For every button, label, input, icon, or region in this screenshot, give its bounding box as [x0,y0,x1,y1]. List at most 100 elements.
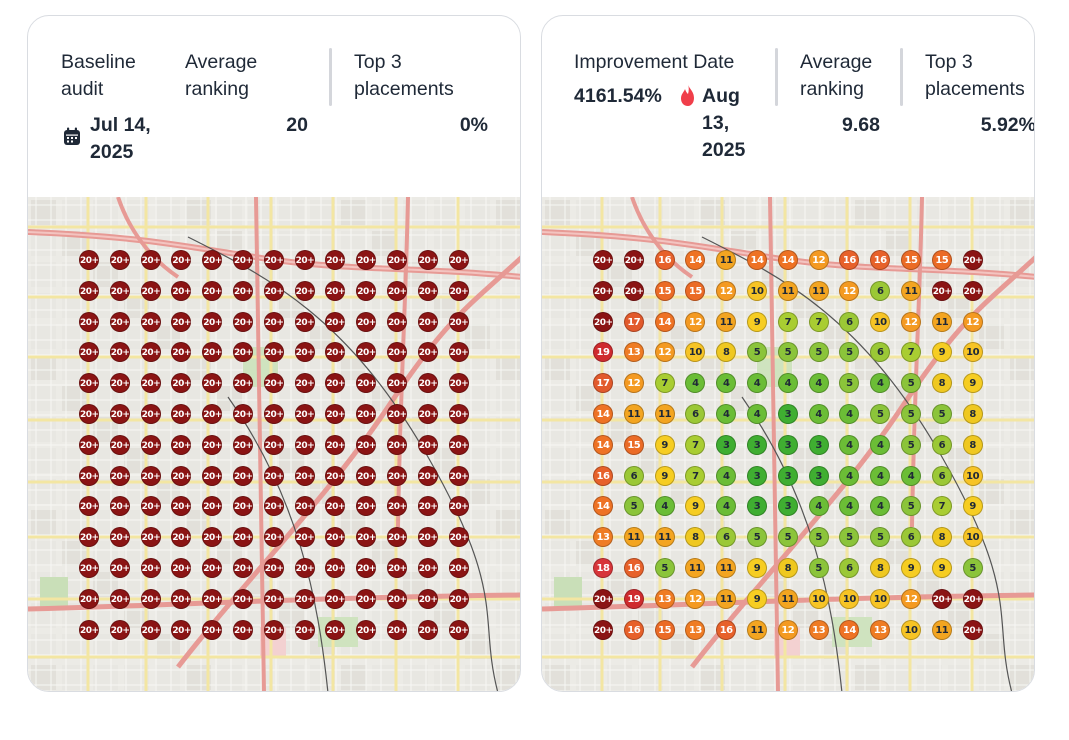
rank-marker[interactable]: 19 [623,588,644,609]
rank-marker[interactable]: 10 [962,465,983,486]
rank-marker[interactable]: 20+ [171,619,191,640]
rank-marker[interactable]: 20+ [202,527,222,548]
rank-marker[interactable]: 20+ [79,250,99,270]
rank-marker[interactable]: 17 [623,311,644,332]
rank-marker[interactable]: 20+ [387,619,407,640]
rank-marker[interactable]: 20+ [109,250,130,270]
rank-marker[interactable]: 20+ [263,619,284,640]
rank-marker[interactable]: 14 [839,619,860,640]
rank-marker[interactable]: 10 [685,342,706,363]
rank-marker[interactable]: 3 [716,434,737,455]
rank-marker[interactable]: 6 [623,465,644,486]
rank-marker[interactable]: 3 [747,496,767,517]
rank-marker[interactable]: 11 [901,280,921,301]
rank-marker[interactable]: 20+ [171,404,191,424]
rank-marker[interactable]: 20+ [448,342,469,363]
rank-marker[interactable]: 15 [654,280,675,301]
rank-marker[interactable]: 12 [716,280,737,301]
rank-marker[interactable]: 7 [931,496,952,517]
rank-marker[interactable]: 20+ [171,342,191,363]
rank-marker[interactable]: 20+ [448,250,469,270]
rank-marker[interactable]: 20+ [202,373,222,394]
rank-marker[interactable]: 20+ [387,311,407,332]
rank-marker[interactable]: 20+ [325,404,345,424]
rank-marker[interactable]: 12 [685,311,706,332]
rank-marker[interactable]: 20+ [356,496,376,517]
rank-marker[interactable]: 20+ [140,558,161,578]
rank-marker[interactable]: 20+ [79,465,99,486]
rank-marker[interactable]: 20+ [417,588,438,609]
rank-marker[interactable]: 9 [747,311,767,332]
rank-marker[interactable]: 18 [593,558,613,578]
rank-marker[interactable]: 20+ [448,434,469,455]
rank-marker[interactable]: 20+ [356,619,376,640]
rank-marker[interactable]: 12 [808,250,829,270]
rank-marker[interactable]: 11 [808,280,829,301]
rank-marker[interactable]: 20+ [448,588,469,609]
rank-marker[interactable]: 20+ [294,527,315,548]
rank-marker[interactable]: 20+ [448,373,469,394]
rank-marker[interactable]: 20+ [202,404,222,424]
rank-marker[interactable]: 13 [870,619,891,640]
rank-marker[interactable]: 20+ [263,280,284,301]
rank-marker[interactable]: 5 [808,342,829,363]
rank-marker[interactable]: 8 [870,558,891,578]
rank-marker[interactable]: 20+ [171,280,191,301]
rank-marker[interactable]: 20+ [294,373,315,394]
rank-marker[interactable]: 9 [747,588,767,609]
rank-marker[interactable]: 20+ [233,496,253,517]
rank-marker[interactable]: 8 [777,558,798,578]
rank-marker[interactable]: 20+ [356,250,376,270]
rank-marker[interactable]: 5 [839,527,860,548]
rank-marker[interactable]: 16 [593,465,613,486]
rank-marker[interactable]: 3 [777,496,798,517]
rank-marker[interactable]: 20+ [387,342,407,363]
rank-marker[interactable]: 20+ [79,619,99,640]
rank-marker[interactable]: 20+ [171,465,191,486]
rank-marker[interactable]: 20+ [356,373,376,394]
rank-marker[interactable]: 20+ [325,465,345,486]
rank-marker[interactable]: 4 [808,373,829,394]
rank-marker[interactable]: 19 [593,342,613,363]
rank-marker[interactable]: 20+ [417,311,438,332]
rank-marker[interactable]: 11 [716,588,737,609]
rank-marker[interactable]: 4 [716,404,737,424]
rank-marker[interactable]: 20+ [931,588,952,609]
rank-marker[interactable]: 13 [623,342,644,363]
rank-marker[interactable]: 6 [901,527,921,548]
rank-marker[interactable]: 20+ [448,558,469,578]
rank-marker[interactable]: 9 [962,496,983,517]
rank-marker[interactable]: 10 [839,588,860,609]
rank-marker[interactable]: 11 [777,280,798,301]
rank-marker[interactable]: 20+ [140,311,161,332]
rank-marker[interactable]: 20+ [294,342,315,363]
rank-marker[interactable]: 20+ [356,527,376,548]
rank-marker[interactable]: 20+ [593,280,613,301]
rank-marker[interactable]: 20+ [623,250,644,270]
rank-marker[interactable]: 20+ [263,588,284,609]
rank-marker[interactable]: 20+ [325,250,345,270]
rank-marker[interactable]: 4 [870,496,891,517]
rank-marker[interactable]: 20+ [202,588,222,609]
rank-marker[interactable]: 20+ [448,527,469,548]
rank-marker[interactable]: 5 [901,404,921,424]
rank-marker[interactable]: 17 [593,373,613,394]
rank-marker[interactable]: 20+ [140,527,161,548]
rank-marker[interactable]: 3 [777,434,798,455]
rank-marker[interactable]: 20+ [109,558,130,578]
rank-marker[interactable]: 20+ [140,496,161,517]
rank-marker[interactable]: 20+ [202,280,222,301]
rank-marker[interactable]: 20+ [448,311,469,332]
rank-marker[interactable]: 7 [685,434,706,455]
rank-marker[interactable]: 12 [777,619,798,640]
rank-marker[interactable]: 10 [870,588,891,609]
rank-marker[interactable]: 20+ [140,373,161,394]
rank-marker[interactable]: 8 [716,342,737,363]
rank-marker[interactable]: 6 [870,342,891,363]
rank-marker[interactable]: 20+ [79,373,99,394]
rank-marker[interactable]: 20+ [171,558,191,578]
rank-marker[interactable]: 20+ [140,280,161,301]
rank-marker[interactable]: 20+ [79,527,99,548]
rank-marker[interactable]: 20+ [417,527,438,548]
rank-marker[interactable]: 20+ [79,558,99,578]
